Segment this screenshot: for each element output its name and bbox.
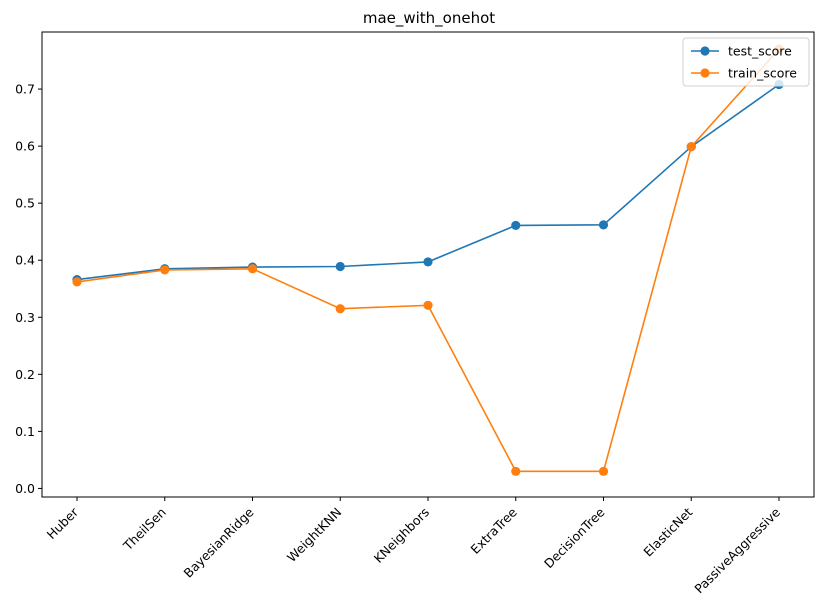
legend-label-test_score: test_score	[728, 44, 792, 59]
y-tick-label: 0.1	[15, 424, 35, 439]
x-tick-label: KNeighbors	[371, 505, 432, 566]
chart-title: mae_with_onehot	[363, 9, 495, 28]
data-point-train_score	[423, 300, 433, 310]
data-point-train_score	[160, 265, 170, 275]
data-point-train_score	[247, 264, 258, 274]
data-point-test_score	[423, 257, 433, 267]
data-point-test_score	[598, 220, 609, 230]
y-tick-label: 0.7	[15, 82, 35, 97]
x-tick-label: BayesianRidge	[181, 504, 257, 580]
data-point-test_score	[511, 220, 521, 231]
series-layer	[72, 44, 784, 476]
data-point-train_score	[511, 466, 521, 476]
y-tick-label: 0.2	[15, 367, 35, 382]
data-point-train_score	[335, 304, 345, 314]
x-tick-label: TheilSen	[120, 505, 169, 554]
x-tick-label: PassiveAggressive	[691, 504, 783, 596]
y-tick-label: 0.0	[15, 481, 35, 496]
legend-box	[682, 37, 810, 87]
y-tick-label: 0.3	[15, 310, 35, 325]
x-axis: Huber TheilSen BayesianRidge WeightKNN KNeig…	[44, 497, 783, 596]
y-tick-label: 0.6	[15, 139, 35, 154]
series-line-test_score	[76, 83, 780, 281]
x-tick-label: ExtraTree	[468, 504, 521, 557]
data-point-test_score	[335, 261, 345, 272]
x-tick-label: ElasticNet	[640, 504, 695, 559]
y-axis: 0.0 0.1 0.2 0.3 0.4 0.5 0.6 0.7	[15, 82, 42, 496]
y-tick-label: 0.5	[15, 196, 35, 211]
legend: test_score train_score	[682, 37, 810, 87]
x-tick-label: DecisionTree	[541, 504, 608, 571]
data-point-train_score	[598, 466, 609, 476]
data-point-train_score	[686, 142, 696, 152]
legend-marker-test_score	[700, 46, 710, 56]
legend-marker-train_score	[700, 68, 710, 78]
y-tick-label: 0.4	[15, 253, 35, 268]
x-tick-label: Huber	[44, 504, 82, 542]
x-tick-label: WeightKNN	[284, 505, 344, 565]
legend-label-train_score: train_score	[728, 66, 797, 81]
data-point-train_score	[72, 277, 82, 287]
